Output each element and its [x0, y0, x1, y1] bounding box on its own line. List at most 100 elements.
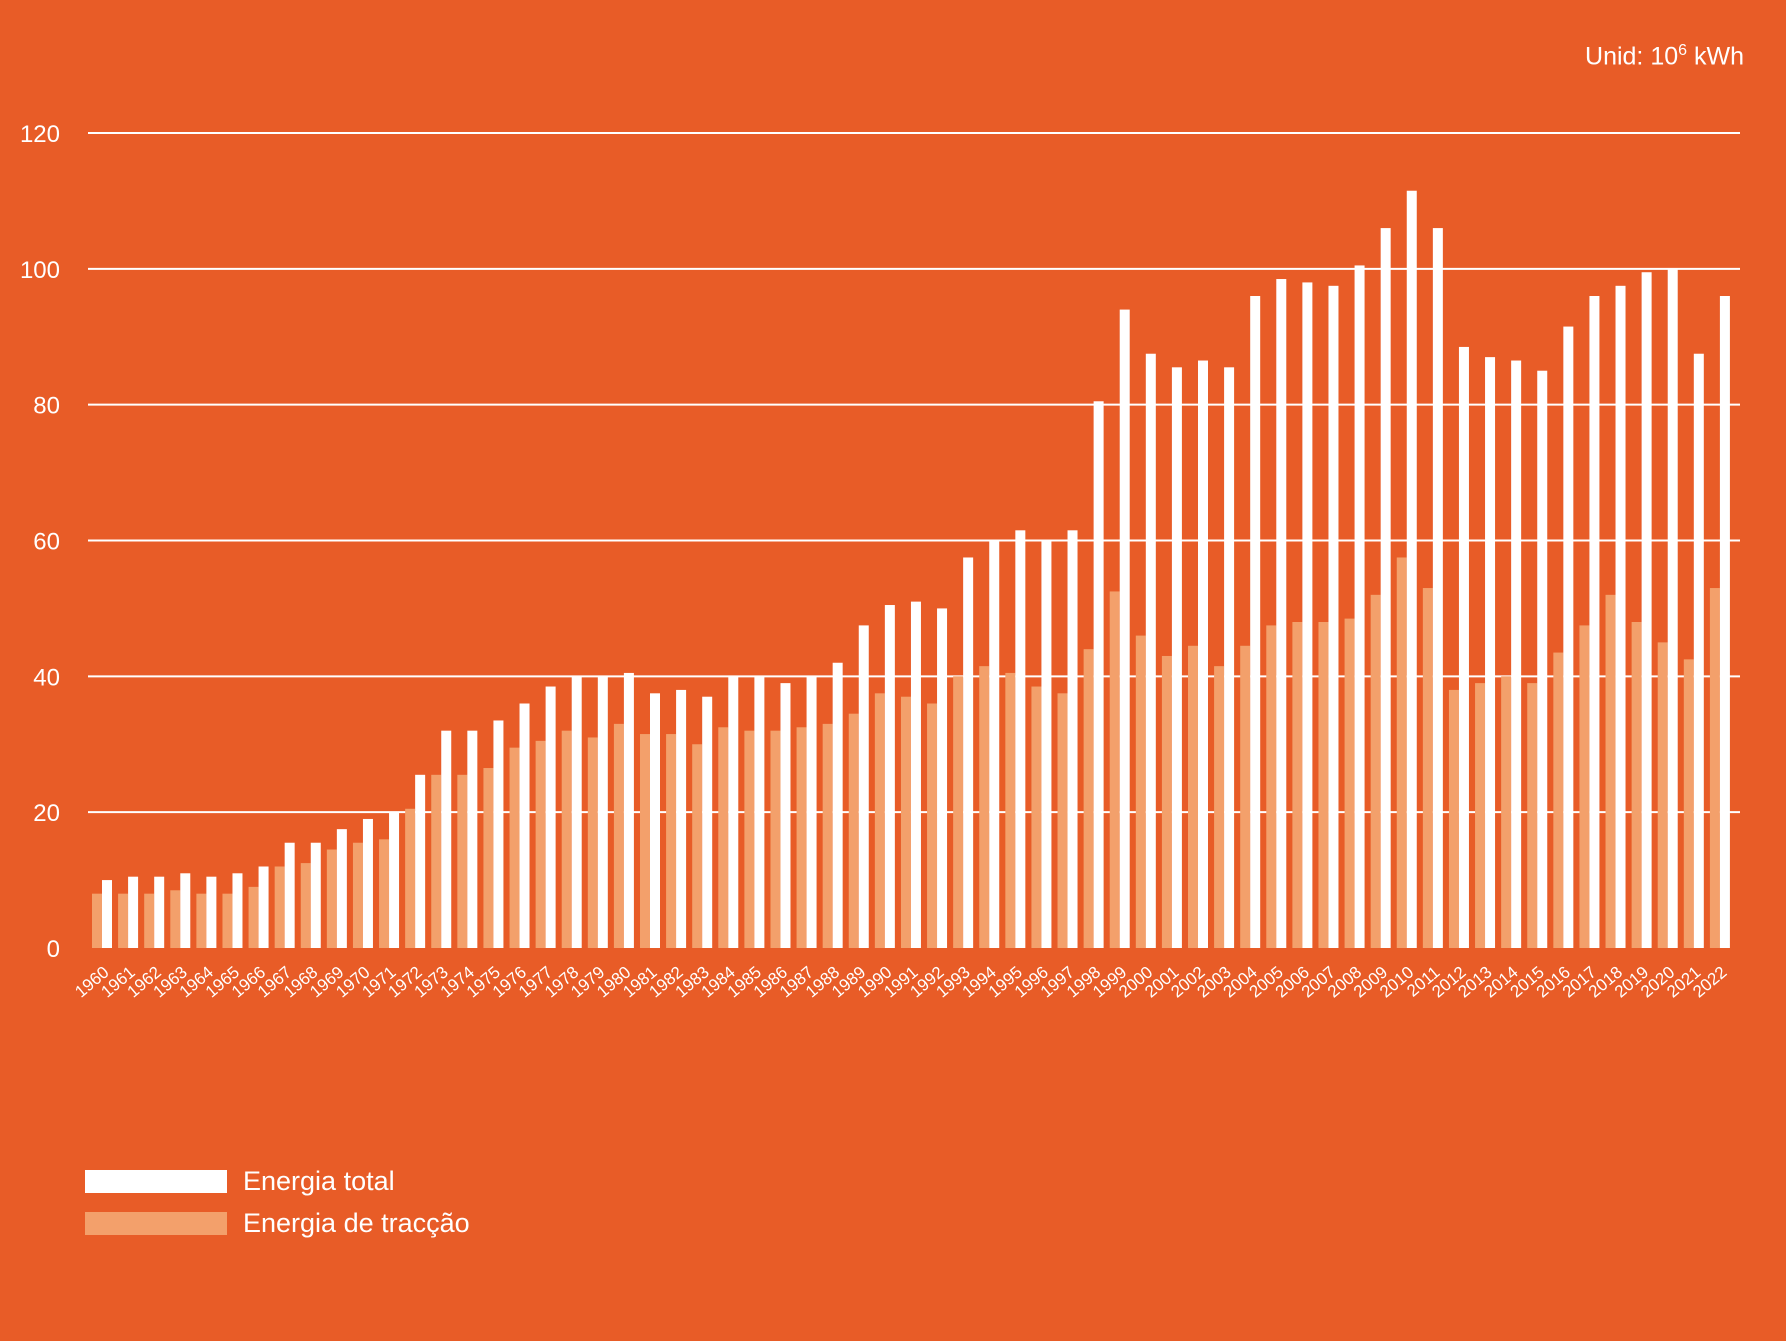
bar-traction	[587, 737, 598, 948]
bar-traction	[848, 713, 859, 948]
bar-traction	[1240, 645, 1251, 948]
legend-item-traction: Energia de tracção	[85, 1202, 470, 1244]
y-tick-label: 80	[33, 393, 60, 420]
bar-total	[362, 818, 373, 948]
bar-traction	[1057, 693, 1068, 948]
bar-total	[676, 689, 687, 948]
y-tick-label: 100	[20, 257, 60, 284]
bar-total	[232, 873, 243, 948]
bar-traction	[1657, 642, 1668, 948]
legend-swatch-total	[85, 1169, 227, 1193]
bar-traction	[352, 842, 363, 948]
bar-traction	[1370, 594, 1381, 948]
bar-traction	[1005, 672, 1016, 948]
bar-total	[910, 601, 921, 948]
bar-total	[963, 557, 974, 948]
bar-traction	[1031, 686, 1042, 948]
bar-traction	[1448, 689, 1459, 948]
legend-swatch-traction	[85, 1211, 227, 1235]
bar-total	[597, 676, 608, 948]
legend-label-total: Energia total	[243, 1165, 395, 1196]
bar-traction	[822, 723, 833, 948]
bar-traction	[483, 768, 494, 948]
bar-total	[1432, 228, 1443, 949]
bar-traction	[1266, 625, 1277, 948]
bar-total	[545, 686, 556, 948]
bar-traction	[1292, 622, 1303, 948]
bar-traction	[744, 730, 755, 948]
bar-total	[702, 696, 713, 948]
bar-traction	[1527, 683, 1538, 948]
bar-total	[989, 540, 1000, 948]
y-tick-label: 0	[47, 936, 60, 963]
bar-traction	[900, 696, 911, 948]
bar-total	[832, 662, 843, 948]
bar-total	[1458, 346, 1469, 948]
bar-total	[1276, 279, 1287, 948]
bar-traction	[300, 863, 311, 948]
bar-total	[806, 676, 817, 948]
bar-traction	[666, 734, 677, 948]
bar-total	[858, 625, 869, 948]
bar-traction	[979, 666, 990, 948]
bar-traction	[431, 774, 442, 948]
bar-total	[1719, 296, 1730, 948]
bar-total	[389, 812, 400, 948]
bar-traction	[1214, 666, 1225, 948]
bar-traction	[118, 893, 129, 948]
y-tick-label: 60	[33, 529, 60, 556]
bar-traction	[1553, 652, 1564, 948]
bar-total	[1093, 401, 1104, 948]
bar-total	[415, 774, 426, 948]
bar-traction	[1422, 588, 1433, 948]
bar-traction	[561, 730, 572, 948]
bar-total	[937, 608, 948, 948]
unit-label: Unid: 106 kWh	[1585, 42, 1744, 71]
bar-traction	[1109, 591, 1120, 948]
bar-traction	[796, 727, 807, 948]
legend-label-traction: Energia de tracção	[243, 1207, 470, 1238]
bar-total	[206, 876, 217, 948]
legend-item-total: Energia total	[85, 1160, 470, 1202]
y-tick-label: 40	[33, 664, 60, 691]
bar-traction	[640, 734, 650, 948]
bar-traction	[927, 703, 938, 948]
bar-total	[1641, 272, 1652, 949]
bar-total	[1693, 353, 1704, 949]
bar-traction	[196, 893, 207, 948]
bar-total	[1224, 367, 1235, 948]
bar-traction	[874, 693, 885, 948]
bar-traction	[953, 676, 964, 948]
bar-total	[1015, 530, 1026, 948]
bar-total	[1119, 309, 1130, 948]
bar-total	[623, 672, 634, 948]
bar-total	[284, 842, 295, 948]
bar-total	[1041, 540, 1052, 948]
bar-traction	[144, 893, 155, 948]
bar-total	[336, 829, 347, 948]
bar-total	[650, 693, 660, 948]
bar-traction	[379, 839, 390, 948]
bar-total	[780, 683, 791, 948]
bar-total	[1354, 265, 1365, 948]
y-tick-label: 20	[33, 800, 60, 827]
bar-traction	[1475, 683, 1486, 948]
bar-traction	[770, 730, 781, 948]
bar-traction	[692, 744, 703, 948]
bar-traction	[1501, 676, 1512, 948]
bar-total	[1067, 530, 1078, 948]
bar-traction	[1083, 649, 1094, 948]
bar-traction	[222, 893, 233, 948]
bar-total	[1328, 285, 1339, 948]
bar-traction	[1709, 588, 1720, 948]
bar-traction	[170, 890, 181, 948]
bar-traction	[92, 893, 102, 948]
bar-total	[1615, 285, 1626, 948]
bar-traction	[1396, 557, 1407, 948]
bar-traction	[274, 866, 285, 948]
legend: Energia total Energia de tracção	[85, 1160, 470, 1244]
bar-traction	[1605, 594, 1616, 948]
bar-total	[441, 730, 452, 948]
bar-total	[728, 676, 739, 948]
